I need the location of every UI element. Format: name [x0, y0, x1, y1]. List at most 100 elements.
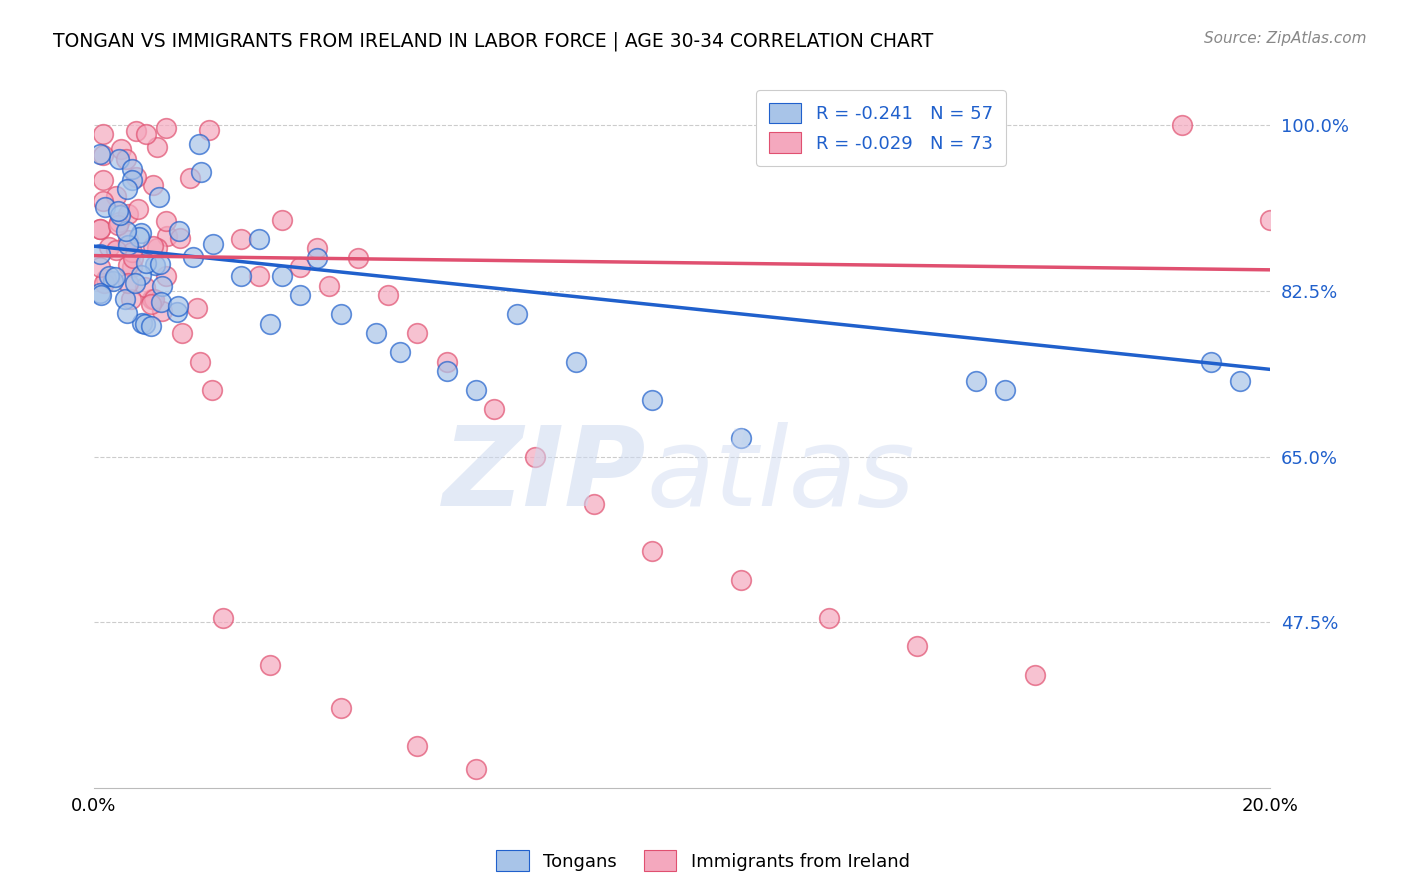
Text: Source: ZipAtlas.com: Source: ZipAtlas.com: [1204, 31, 1367, 46]
Point: [288, 288, 311, 302]
Point: [91, 148, 114, 162]
Point: [134, 318, 156, 332]
Point: [817, 610, 839, 624]
Point: [482, 402, 505, 417]
Point: [115, 305, 138, 319]
Point: [129, 226, 152, 240]
Point: [101, 274, 124, 288]
Point: [149, 257, 172, 271]
Point: [465, 383, 488, 397]
Point: [259, 317, 281, 331]
Point: [318, 279, 340, 293]
Point: [329, 700, 352, 714]
Point: [94, 272, 117, 286]
Point: [93, 277, 115, 291]
Point: [1170, 118, 1192, 132]
Point: [91, 172, 114, 186]
Point: [271, 212, 294, 227]
Point: [117, 258, 139, 272]
Point: [143, 258, 166, 272]
Point: [641, 544, 664, 558]
Point: [188, 355, 211, 369]
Point: [91, 194, 114, 208]
Point: [730, 431, 752, 445]
Point: [436, 355, 458, 369]
Point: [89, 147, 111, 161]
Point: [110, 142, 132, 156]
Point: [582, 497, 605, 511]
Point: [128, 229, 150, 244]
Point: [94, 200, 117, 214]
Point: [965, 374, 987, 388]
Point: [135, 127, 157, 141]
Point: [107, 215, 129, 229]
Point: [155, 269, 177, 284]
Text: ZIP: ZIP: [443, 422, 647, 529]
Point: [347, 251, 370, 265]
Point: [730, 573, 752, 587]
Point: [172, 326, 194, 341]
Point: [121, 173, 143, 187]
Point: [155, 213, 177, 227]
Point: [146, 241, 169, 255]
Point: [167, 300, 190, 314]
Point: [98, 240, 121, 254]
Point: [97, 268, 120, 283]
Point: [169, 231, 191, 245]
Point: [131, 316, 153, 330]
Point: [89, 222, 111, 236]
Point: [115, 224, 138, 238]
Point: [212, 610, 235, 624]
Point: [108, 153, 131, 167]
Point: [1229, 374, 1251, 388]
Legend: Tongans, Immigrants from Ireland: Tongans, Immigrants from Ireland: [489, 843, 917, 879]
Point: [150, 279, 173, 293]
Point: [142, 238, 165, 252]
Point: [506, 307, 529, 321]
Point: [146, 140, 169, 154]
Point: [1258, 212, 1281, 227]
Point: [142, 292, 165, 306]
Point: [141, 293, 163, 307]
Point: [523, 450, 546, 464]
Point: [641, 392, 664, 407]
Point: [366, 326, 388, 341]
Point: [288, 260, 311, 274]
Point: [117, 276, 139, 290]
Point: [135, 255, 157, 269]
Point: [139, 318, 162, 333]
Point: [406, 326, 429, 341]
Point: [565, 355, 588, 369]
Point: [108, 208, 131, 222]
Point: [465, 762, 488, 776]
Point: [377, 288, 399, 302]
Point: [200, 383, 222, 397]
Point: [125, 170, 148, 185]
Point: [121, 260, 143, 275]
Point: [129, 268, 152, 283]
Point: [247, 269, 270, 284]
Point: [121, 252, 143, 266]
Point: [190, 165, 212, 179]
Point: [155, 121, 177, 136]
Point: [1199, 355, 1222, 369]
Point: [114, 293, 136, 307]
Legend: R = -0.241   N = 57, R = -0.029   N = 73: R = -0.241 N = 57, R = -0.029 N = 73: [756, 90, 1005, 166]
Point: [201, 236, 224, 251]
Point: [142, 178, 165, 193]
Point: [117, 182, 139, 196]
Point: [107, 204, 129, 219]
Point: [388, 345, 411, 359]
Point: [149, 294, 172, 309]
Point: [117, 233, 139, 247]
Point: [197, 123, 219, 137]
Point: [186, 301, 208, 316]
Point: [307, 251, 329, 265]
Point: [121, 244, 143, 259]
Point: [166, 305, 188, 319]
Point: [105, 243, 128, 257]
Point: [120, 293, 142, 307]
Point: [117, 207, 139, 221]
Point: [905, 639, 928, 653]
Text: atlas: atlas: [647, 422, 915, 529]
